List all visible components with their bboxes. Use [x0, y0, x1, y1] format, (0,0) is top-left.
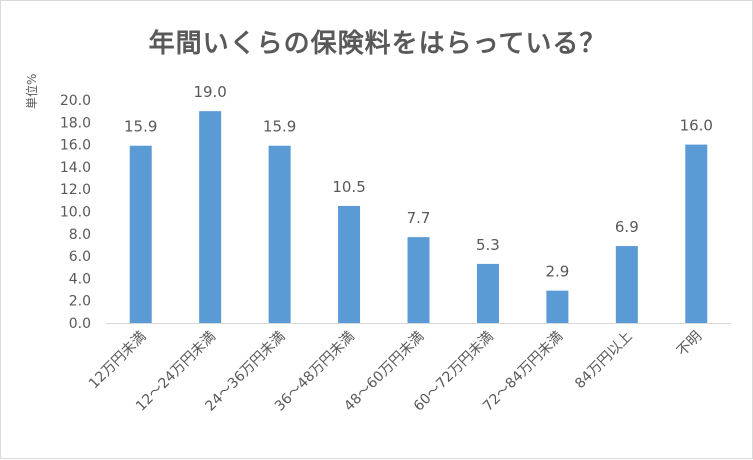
y-tick-label: 4.0 — [69, 271, 91, 287]
bar — [546, 290, 569, 323]
y-tick-label: 10.0 — [60, 205, 91, 221]
bar — [199, 111, 222, 324]
y-tick-label: 12.0 — [60, 182, 91, 198]
y-tick-label: 8.0 — [69, 227, 91, 243]
x-tick-label: 不明 — [674, 329, 705, 360]
bar — [129, 145, 152, 323]
data-label: 7.7 — [407, 209, 431, 227]
bar — [407, 237, 430, 323]
y-tick-label: 18.0 — [60, 115, 91, 131]
y-tick-label: 20.0 — [60, 93, 91, 109]
y-tick-label: 0.0 — [69, 316, 91, 332]
bar — [268, 145, 291, 323]
x-tick-label: 84万円以上 — [572, 329, 636, 393]
bar — [476, 263, 499, 323]
data-label: 2.9 — [545, 263, 569, 281]
chart-title: 年間いくらの保険料をはらっている？ — [148, 29, 607, 59]
data-label: 19.0 — [193, 83, 226, 101]
data-label: 16.0 — [680, 117, 713, 135]
y-tick-label: 16.0 — [60, 138, 91, 154]
data-label: 10.5 — [332, 178, 365, 196]
data-label: 15.9 — [263, 118, 296, 136]
bar — [338, 205, 361, 323]
data-label: 15.9 — [124, 118, 157, 136]
bar — [615, 246, 638, 323]
data-label: 5.3 — [476, 236, 500, 254]
data-label: 6.9 — [615, 218, 639, 236]
y-tick-label: 2.0 — [69, 294, 91, 310]
y-tick-label: 14.0 — [60, 160, 91, 176]
bar — [685, 144, 708, 323]
y-tick-label: 6.0 — [69, 249, 91, 265]
x-tick-label: 12万円未満 — [86, 329, 150, 393]
